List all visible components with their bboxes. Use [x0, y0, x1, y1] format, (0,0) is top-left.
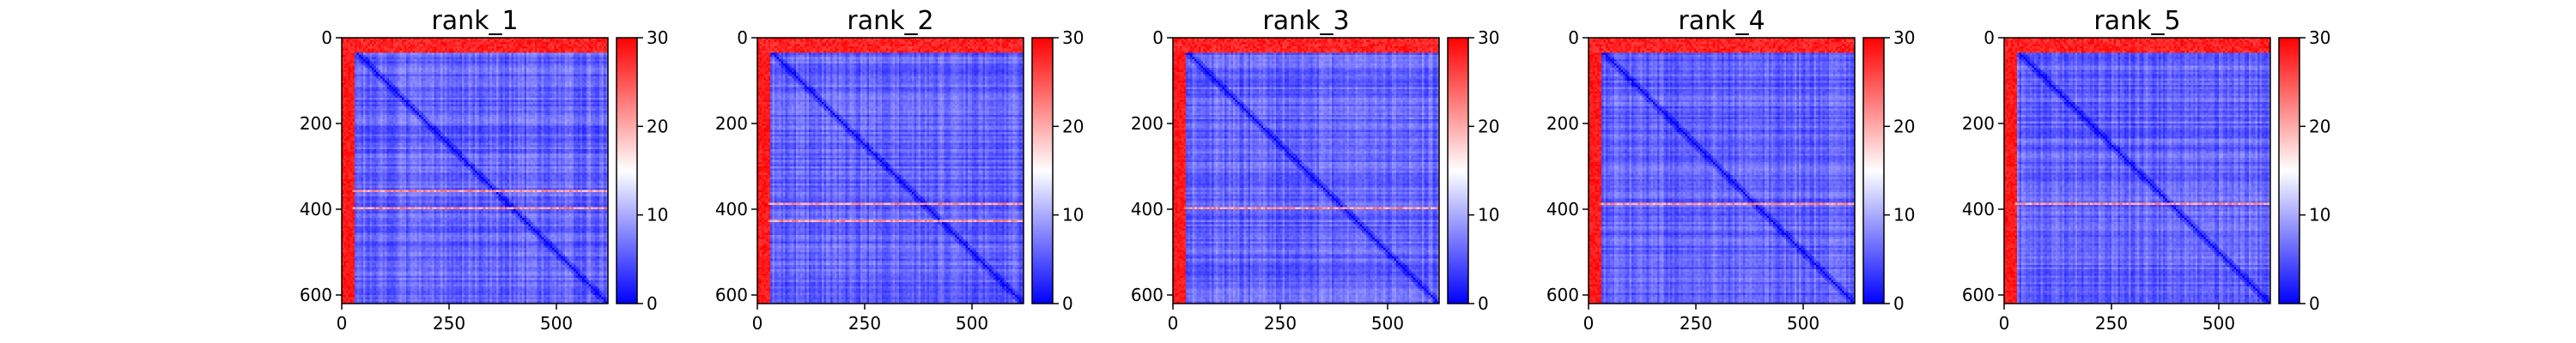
y-tick-label: 400 — [1131, 199, 1163, 220]
heatmap-matrix — [1589, 38, 1855, 304]
x-tick-label: 500 — [540, 313, 573, 334]
x-tick-label: 250 — [1680, 313, 1712, 334]
colorbar-tick-label: 30 — [647, 27, 668, 48]
y-tick-label: 600 — [1546, 285, 1579, 305]
plot-frame — [341, 37, 609, 304]
colorbar-tick-label: 20 — [1893, 116, 1915, 136]
y-tick-label: 200 — [715, 113, 748, 134]
y-tick-label: 200 — [300, 113, 332, 134]
heatmap-matrix — [2004, 38, 2270, 304]
y-tick-label: 600 — [1962, 285, 1995, 305]
plot-frame — [1588, 37, 1856, 304]
x-tick-label: 500 — [1371, 313, 1404, 334]
colorbar-tick-label: 20 — [2309, 116, 2330, 136]
plot-frame — [756, 37, 1024, 304]
x-tick-label: 250 — [1264, 313, 1297, 334]
y-tick-label: 600 — [1131, 285, 1163, 305]
y-tick-label: 0 — [1568, 27, 1579, 48]
colorbar — [2278, 37, 2300, 304]
colorbar — [1031, 37, 1054, 304]
colorbar — [1862, 37, 1885, 304]
colorbar-tick-label: 20 — [1478, 116, 1499, 136]
heatmap-matrix — [342, 38, 608, 304]
x-tick-label: 0 — [1583, 313, 1595, 334]
colorbar-tick-label: 0 — [647, 293, 658, 314]
colorbar-tick-label: 0 — [1478, 293, 1489, 314]
y-tick-label: 400 — [300, 199, 332, 220]
heatmap-matrix — [757, 38, 1024, 304]
y-tick-label: 200 — [1131, 113, 1163, 134]
colorbar-tick-label: 10 — [2309, 205, 2330, 226]
y-tick-label: 200 — [1546, 113, 1579, 134]
y-tick-label: 0 — [1152, 27, 1163, 48]
colorbar-tick-label: 10 — [1062, 205, 1084, 226]
colorbar-tick-label: 0 — [1062, 293, 1073, 314]
x-tick-label: 0 — [1999, 313, 2010, 334]
y-tick-label: 400 — [715, 199, 748, 220]
x-tick-label: 250 — [433, 313, 465, 334]
y-tick-label: 400 — [1546, 199, 1579, 220]
colorbar — [616, 37, 638, 304]
colorbar — [1447, 37, 1469, 304]
plot-frame — [2003, 37, 2271, 304]
colorbar-tick-label: 0 — [2309, 293, 2320, 314]
panel-title: rank_2 — [847, 6, 933, 36]
plot-frame — [1172, 37, 1440, 304]
colorbar-tick-label: 0 — [1893, 293, 1905, 314]
colorbar-tick-label: 10 — [647, 205, 668, 226]
x-tick-label: 0 — [752, 313, 763, 334]
colorbar-tick-label: 30 — [2309, 27, 2330, 48]
colorbar-tick-label: 30 — [1062, 27, 1084, 48]
y-tick-label: 0 — [737, 27, 748, 48]
x-tick-label: 250 — [2095, 313, 2128, 334]
colorbar-tick-label: 30 — [1478, 27, 1499, 48]
panel-title: rank_3 — [1262, 6, 1349, 36]
y-tick-label: 0 — [321, 27, 332, 48]
y-tick-label: 600 — [715, 285, 748, 305]
panel-title: rank_1 — [431, 6, 518, 36]
y-tick-label: 600 — [300, 285, 332, 305]
x-tick-label: 500 — [2202, 313, 2235, 334]
colorbar-tick-label: 20 — [1062, 116, 1084, 136]
colorbar-tick-label: 20 — [647, 116, 668, 136]
colorbar-tick-label: 10 — [1478, 205, 1499, 226]
x-tick-label: 0 — [1168, 313, 1179, 334]
x-tick-label: 500 — [1787, 313, 1820, 334]
panel-title: rank_5 — [2093, 6, 2180, 36]
colorbar-tick-label: 10 — [1893, 205, 1915, 226]
x-tick-label: 500 — [956, 313, 988, 334]
colorbar-tick-label: 30 — [1893, 27, 1915, 48]
y-tick-label: 400 — [1962, 199, 1995, 220]
y-tick-label: 200 — [1962, 113, 1995, 134]
panel-title: rank_4 — [1678, 6, 1765, 36]
y-tick-label: 0 — [1984, 27, 1995, 48]
heatmap-matrix — [1173, 38, 1439, 304]
x-tick-label: 0 — [337, 313, 348, 334]
x-tick-label: 250 — [848, 313, 881, 334]
